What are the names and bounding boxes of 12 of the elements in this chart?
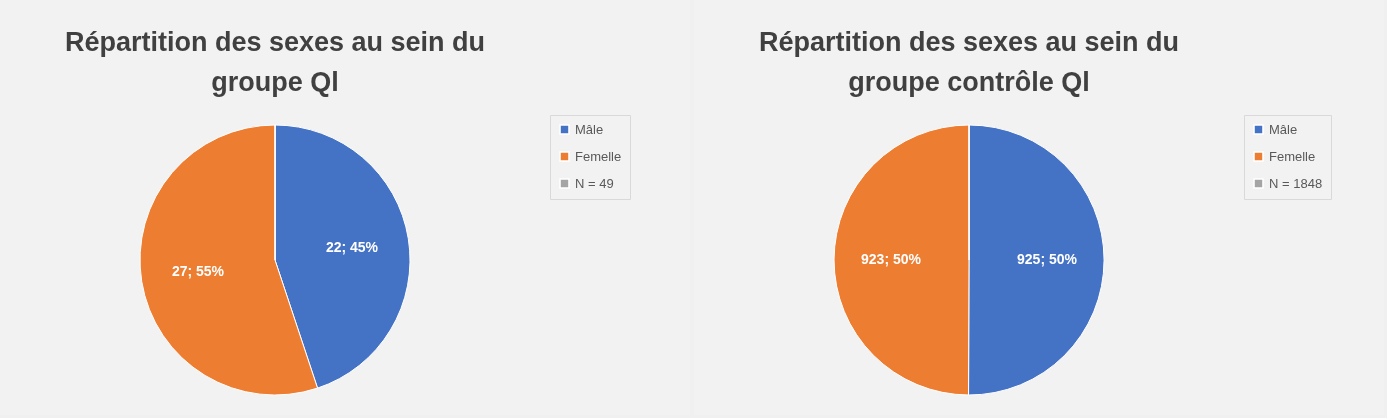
legend-label: Femelle <box>1269 148 1316 164</box>
legend-label: N = 1848 <box>1269 175 1323 191</box>
legend-label: Femelle <box>575 148 622 164</box>
data-label: 27; 55% <box>171 263 225 280</box>
data-label: 925; 50% <box>1017 251 1078 268</box>
legend-label: Mâle <box>575 121 604 137</box>
data-label: 923; 50% <box>861 250 922 267</box>
legend-label: N = 49 <box>575 175 614 191</box>
legend-label: Mâle <box>1269 121 1298 137</box>
data-label: 22; 45% <box>325 238 379 255</box>
chart-title: Répartition des sexes au sein du groupe Ql <box>64 26 486 97</box>
chart-title: Répartition des sexes au sein du groupe contrôle Ql <box>758 26 1180 97</box>
